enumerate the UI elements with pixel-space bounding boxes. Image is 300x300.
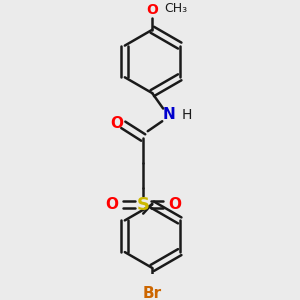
Text: O: O [168, 197, 182, 212]
Text: CH₃: CH₃ [164, 2, 187, 14]
Text: O: O [105, 197, 118, 212]
Text: N: N [162, 107, 175, 122]
Text: O: O [146, 3, 158, 17]
Text: H: H [181, 108, 192, 122]
Text: Br: Br [143, 286, 162, 300]
Text: S: S [137, 196, 150, 214]
Text: O: O [110, 116, 123, 130]
